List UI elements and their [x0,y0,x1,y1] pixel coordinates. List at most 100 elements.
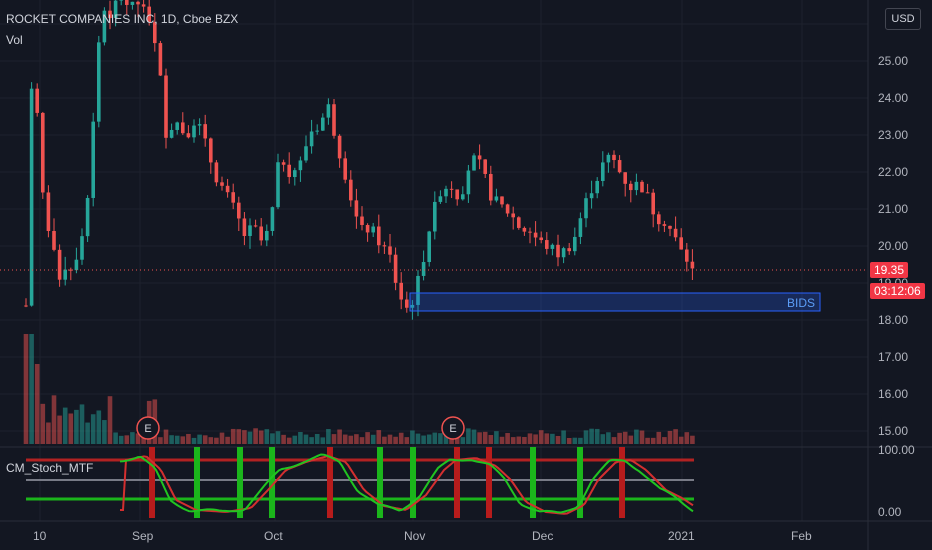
candle-body[interactable] [399,282,403,300]
earnings-marker[interactable]: E [441,416,465,440]
candle-body[interactable] [158,43,163,76]
candle-body[interactable] [377,226,381,246]
candle-body[interactable] [601,162,605,181]
candle-body[interactable] [685,249,689,262]
candle-body[interactable] [472,155,476,171]
candle-body[interactable] [662,224,667,226]
candle-body[interactable] [550,244,555,249]
candle-body[interactable] [393,254,398,283]
candle-body[interactable] [91,121,95,198]
candle-body[interactable] [130,1,135,5]
candle-body[interactable] [136,1,140,5]
candle-body[interactable] [533,232,538,238]
candle-body[interactable] [309,131,314,147]
candle-body[interactable] [270,207,275,231]
candle-body[interactable] [259,226,263,241]
candle-body[interactable] [35,88,39,113]
candle-body[interactable] [46,192,51,231]
candle-body[interactable] [578,218,583,237]
candle-body[interactable] [315,130,319,132]
candle-body[interactable] [371,226,375,233]
candle-body[interactable] [220,182,224,186]
candle-body[interactable] [410,304,415,308]
candle-body[interactable] [349,179,353,201]
candle-body[interactable] [466,170,471,195]
candle-body[interactable] [102,10,107,43]
candle-body[interactable] [606,154,611,163]
candle-body[interactable] [354,200,359,217]
candle-body[interactable] [477,155,482,160]
candle-body[interactable] [668,225,672,229]
candle-body[interactable] [237,202,241,219]
candle-body[interactable] [416,275,420,305]
candle-body[interactable] [321,117,325,131]
candle-body[interactable] [645,192,650,194]
candle-body[interactable] [276,162,280,208]
candle-body[interactable] [225,185,230,193]
candle-body[interactable] [164,75,168,138]
currency-button[interactable]: USD [885,8,921,30]
candle-body[interactable] [494,196,499,201]
candle-body[interactable] [203,124,207,139]
candle-body[interactable] [231,192,235,203]
candle-body[interactable] [629,183,633,191]
candle-body[interactable] [595,180,599,194]
candle-body[interactable] [113,0,118,19]
candle-body[interactable] [679,237,683,250]
candle-body[interactable] [556,244,560,258]
candle-body[interactable] [433,201,437,232]
candle-body[interactable] [153,22,157,44]
candle-body[interactable] [169,129,174,138]
candle-body[interactable] [248,225,252,236]
candle-body[interactable] [360,216,364,225]
volume-legend[interactable]: Vol [6,33,23,47]
candle-body[interactable] [281,162,286,165]
candle-body[interactable] [332,104,336,136]
bids-box[interactable] [409,292,821,312]
candle-body[interactable] [41,112,45,193]
candle-body[interactable] [209,138,213,163]
candle-body[interactable] [388,246,392,255]
candle-body[interactable] [29,88,34,306]
candle-body[interactable] [461,194,465,200]
candle-body[interactable] [80,236,84,260]
candle-body[interactable] [242,218,247,236]
candle-body[interactable] [197,124,202,126]
candle-body[interactable] [343,158,347,180]
candle-body[interactable] [617,160,622,173]
candle-body[interactable] [304,146,308,161]
candle-body[interactable] [265,230,269,241]
candle-body[interactable] [326,104,331,118]
candle-body[interactable] [517,217,521,228]
candle-body[interactable] [505,204,510,214]
candle-body[interactable] [52,230,56,250]
candle-body[interactable] [634,181,639,191]
candle-body[interactable] [421,262,426,276]
candle-body[interactable] [119,0,123,1]
candle-body[interactable] [651,192,655,215]
candle-body[interactable] [181,122,185,134]
candle-body[interactable] [186,133,191,138]
candle-body[interactable] [612,154,616,161]
candle-body[interactable] [511,213,515,218]
candle-body[interactable] [427,231,431,263]
candle-body[interactable] [444,188,448,197]
candle-body[interactable] [623,172,627,184]
candle-body[interactable] [147,6,151,23]
candle-body[interactable] [382,245,387,247]
candle-body[interactable] [657,214,661,225]
candle-body[interactable] [500,196,504,205]
candle-body[interactable] [125,0,129,5]
candle-body[interactable] [584,198,588,219]
candle-body[interactable] [293,170,297,178]
candle-body[interactable] [175,122,179,130]
candle-body[interactable] [561,248,566,258]
candle-body[interactable] [438,196,443,202]
candle-body[interactable] [298,160,303,171]
candle-body[interactable] [539,237,543,241]
candle-body[interactable] [489,173,493,201]
candle-body[interactable] [573,236,577,252]
candle-body[interactable] [214,162,219,183]
